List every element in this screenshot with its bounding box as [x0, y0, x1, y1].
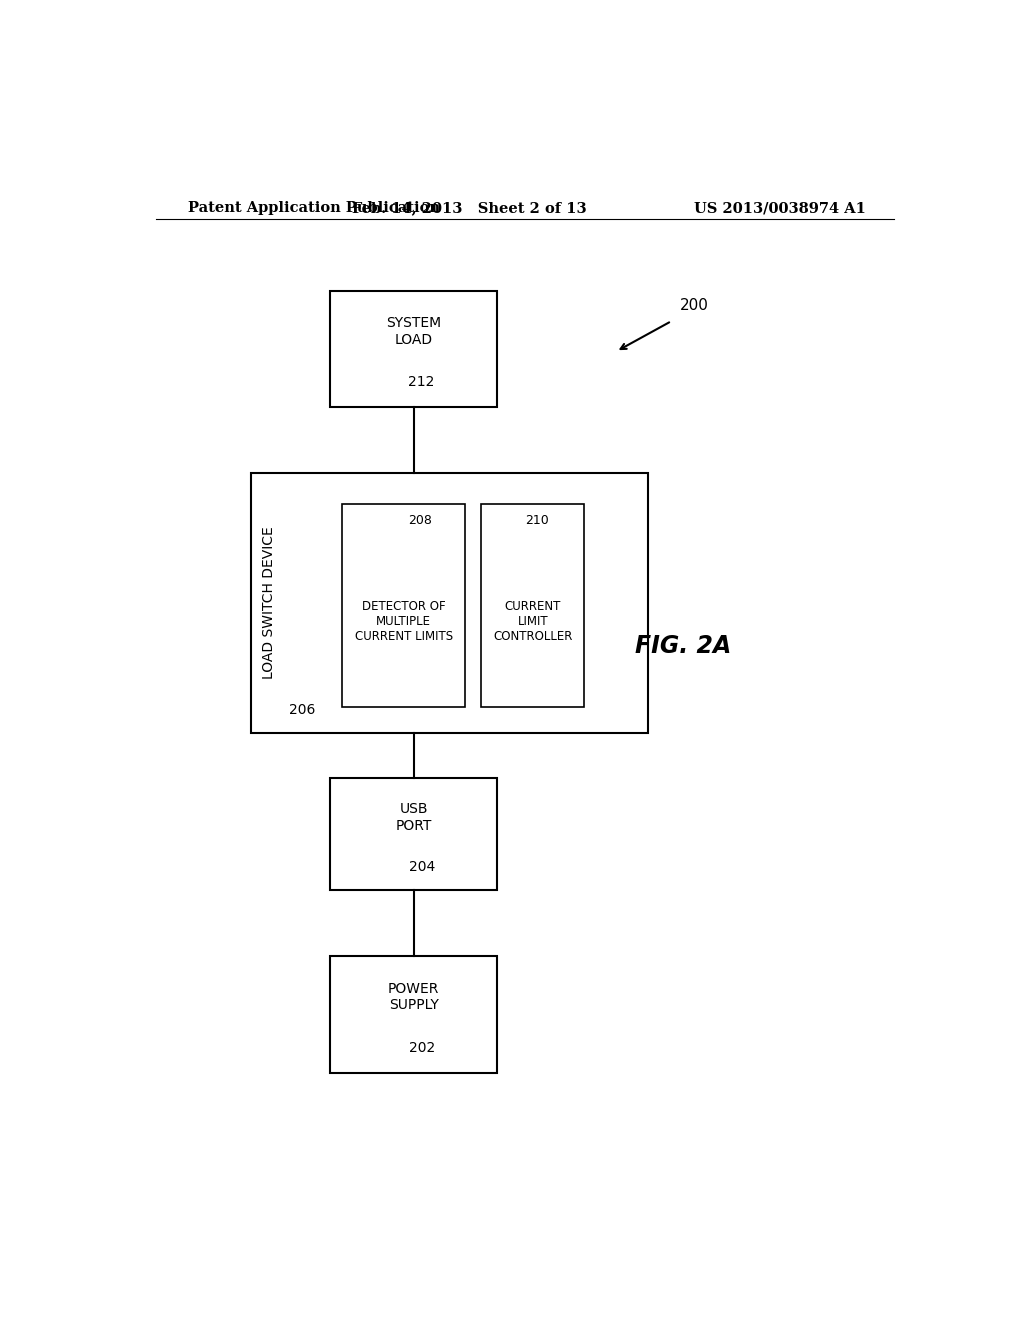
Text: 206: 206 [290, 704, 315, 718]
Text: FIG. 2A: FIG. 2A [636, 635, 731, 659]
Text: 210: 210 [525, 515, 549, 527]
Text: US 2013/0038974 A1: US 2013/0038974 A1 [694, 201, 866, 215]
Bar [342, 504, 465, 708]
Text: 202: 202 [409, 1041, 435, 1055]
Bar [331, 956, 497, 1073]
Text: CURRENT
LIMIT
CONTROLLER: CURRENT LIMIT CONTROLLER [493, 601, 572, 643]
Text: 208: 208 [408, 515, 431, 527]
Text: DETECTOR OF
MULTIPLE
CURRENT LIMITS: DETECTOR OF MULTIPLE CURRENT LIMITS [354, 601, 453, 643]
Text: 200: 200 [680, 298, 709, 313]
Text: Patent Application Publication: Patent Application Publication [187, 201, 439, 215]
Text: 212: 212 [409, 375, 435, 389]
Text: Feb. 14, 2013   Sheet 2 of 13: Feb. 14, 2013 Sheet 2 of 13 [352, 201, 587, 215]
Bar [481, 504, 585, 708]
Bar [331, 779, 497, 890]
Bar [331, 290, 497, 408]
Bar [251, 474, 648, 733]
Text: LOAD SWITCH DEVICE: LOAD SWITCH DEVICE [262, 527, 276, 680]
Text: USB
PORT: USB PORT [395, 803, 432, 833]
Text: POWER
SUPPLY: POWER SUPPLY [388, 982, 439, 1012]
Text: 204: 204 [409, 859, 435, 874]
Text: SYSTEM
LOAD: SYSTEM LOAD [386, 317, 441, 347]
